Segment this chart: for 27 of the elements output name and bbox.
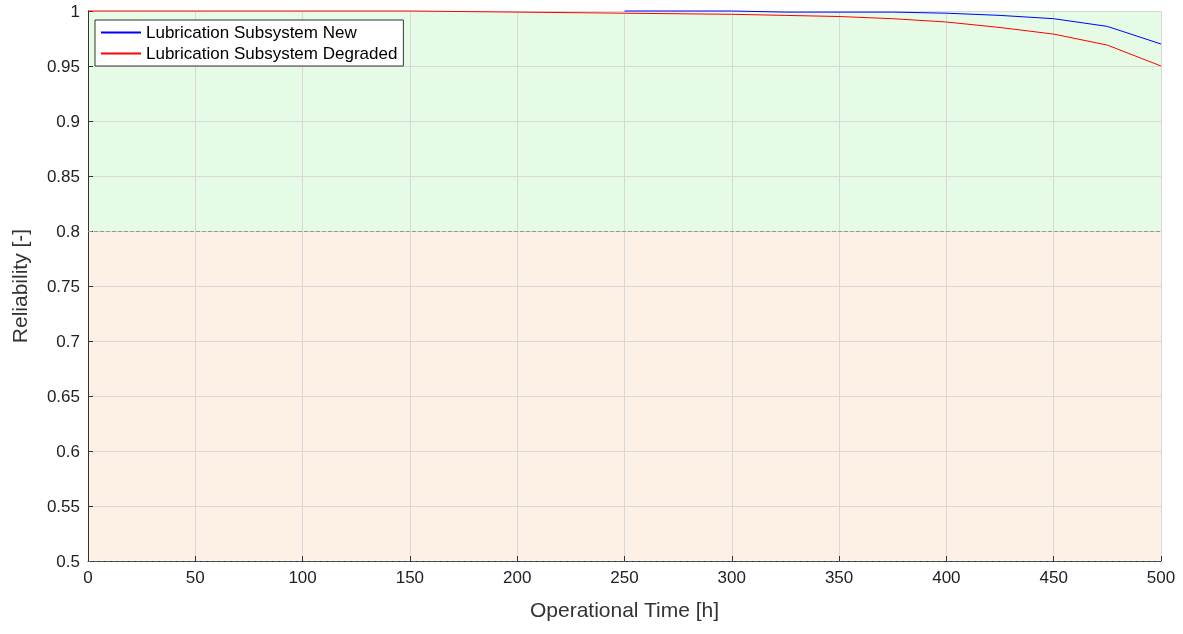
x-tick-label: 0: [83, 568, 93, 587]
x-tick-label: 350: [824, 568, 854, 587]
y-tick-label: 0.8: [56, 221, 80, 241]
x-tick-label: 450: [1039, 568, 1068, 587]
y-tick-label: 0.6: [56, 441, 80, 461]
x-tick-label: 500: [1146, 568, 1176, 587]
x-tick-label: 400: [932, 568, 961, 587]
line-series: [624, 10, 1162, 45]
y-axis-title: Reliability [-]: [8, 228, 31, 344]
legend-label: Lubrication Subsystem Degraded: [146, 44, 398, 63]
x-tick-label: 150: [395, 568, 425, 587]
y-tick-label: 0.75: [46, 276, 80, 296]
y-tick-label: 1: [70, 1, 80, 21]
legend-label: Lubrication Subsystem New: [146, 23, 358, 42]
y-tick-label: 0.9: [56, 111, 80, 131]
x-tick-label: 50: [185, 568, 205, 587]
y-tick-label: 0.65: [46, 386, 80, 406]
y-tick-label: 0.55: [46, 496, 80, 516]
y-tick-label: 0.5: [56, 551, 80, 571]
x-axis-title: Operational Time [h]: [529, 598, 720, 621]
x-tick-label: 250: [610, 568, 639, 587]
x-tick-label: 300: [717, 568, 746, 587]
y-tick-label: 0.7: [56, 331, 80, 351]
x-tick-label: 100: [288, 568, 317, 587]
y-tick-label: 0.95: [46, 56, 80, 76]
y-tick-label: 0.85: [46, 166, 80, 186]
x-tick-label: 200: [503, 568, 532, 587]
